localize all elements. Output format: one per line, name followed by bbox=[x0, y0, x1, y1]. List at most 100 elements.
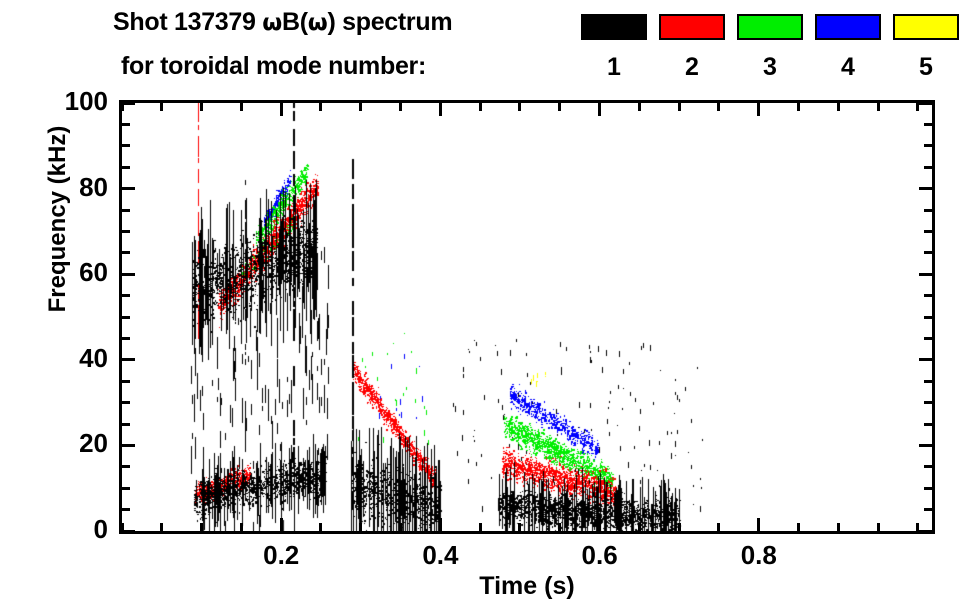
x-tick-top-minor-0.35 bbox=[399, 103, 403, 111]
x-tick-minor-0.15 bbox=[239, 523, 243, 531]
figure-title-line-1: Shot 137379 ωB(ω) spectrum bbox=[113, 8, 453, 37]
x-tick-label-0.6: 0.6 bbox=[581, 540, 618, 570]
y-tick-minor-5 bbox=[122, 508, 130, 512]
x-tick-top-minor-0.3 bbox=[359, 103, 363, 111]
x-tick-top-minor-0.05 bbox=[160, 103, 164, 111]
spectrogram-canvas bbox=[122, 103, 932, 531]
x-tick-minor-0.25 bbox=[319, 523, 323, 531]
omega-symbol-1: ω bbox=[262, 10, 282, 36]
y-tick-right-major-0 bbox=[919, 529, 932, 533]
x-tick-top-major-0.6 bbox=[598, 103, 602, 116]
y-tick-minor-35 bbox=[122, 379, 130, 383]
x-tick-minor-0.1 bbox=[200, 523, 204, 531]
x-tick-top-minor-0.55 bbox=[558, 103, 562, 111]
y-tick-major-20 bbox=[122, 443, 135, 447]
title-shot-text: Shot 137379 bbox=[113, 8, 263, 36]
legend-label-n2: 2 bbox=[685, 53, 699, 81]
x-axis-title: Time (s) bbox=[479, 572, 575, 600]
x-tick-top-minor-0.5 bbox=[518, 103, 522, 111]
y-tick-right-minor-85 bbox=[924, 165, 932, 169]
y-tick-major-100 bbox=[122, 101, 135, 105]
y-tick-major-60 bbox=[122, 272, 135, 276]
y-tick-right-minor-65 bbox=[924, 251, 932, 255]
x-tick-top-minor-0.75 bbox=[717, 103, 721, 111]
y-tick-right-minor-50 bbox=[924, 315, 932, 319]
plot-area bbox=[119, 100, 935, 534]
x-tick-top-minor-0.65 bbox=[637, 103, 641, 111]
y-tick-minor-10 bbox=[122, 486, 130, 490]
y-tick-minor-65 bbox=[122, 251, 130, 255]
y-tick-right-minor-15 bbox=[924, 465, 932, 469]
legend-label-n5: 5 bbox=[919, 53, 933, 81]
y-tick-major-0 bbox=[122, 529, 135, 533]
x-tick-minor-0.5 bbox=[518, 523, 522, 531]
y-tick-right-minor-5 bbox=[924, 508, 932, 512]
y-axis-title: Frequency (kHz) bbox=[44, 125, 71, 313]
y-tick-minor-85 bbox=[122, 165, 130, 169]
x-tick-minor-0.85 bbox=[797, 523, 801, 531]
x-tick-minor-0.65 bbox=[637, 523, 641, 531]
y-tick-label-20: 20 bbox=[79, 428, 108, 459]
y-tick-right-minor-75 bbox=[924, 208, 932, 212]
x-tick-top-major-0.8 bbox=[757, 103, 761, 116]
x-tick-minor-0.9 bbox=[836, 523, 840, 531]
legend-swatch-n4 bbox=[815, 14, 881, 40]
y-tick-label-40: 40 bbox=[79, 342, 108, 373]
legend-label-n3: 3 bbox=[763, 53, 777, 81]
x-tick-top-minor-0.85 bbox=[797, 103, 801, 111]
x-tick-minor-0.3 bbox=[359, 523, 363, 531]
x-tick-top-major-0.4 bbox=[438, 103, 442, 116]
x-tick-top-minor-1 bbox=[916, 103, 920, 111]
x-tick-label-0.2: 0.2 bbox=[263, 540, 300, 570]
y-tick-right-minor-30 bbox=[924, 401, 932, 405]
legend-label-n1: 1 bbox=[607, 53, 621, 81]
y-tick-right-minor-70 bbox=[924, 229, 932, 233]
y-tick-major-80 bbox=[122, 187, 135, 191]
x-tick-minor-0.05 bbox=[160, 523, 164, 531]
x-tick-minor-0.75 bbox=[717, 523, 721, 531]
y-tick-minor-90 bbox=[122, 144, 130, 148]
y-tick-minor-15 bbox=[122, 465, 130, 469]
y-tick-right-minor-10 bbox=[924, 486, 932, 490]
x-tick-minor-0 bbox=[120, 523, 124, 531]
x-tick-minor-1 bbox=[916, 523, 920, 531]
legend: 1 2 3 4 5 bbox=[0, 0, 963, 95]
x-tick-top-minor-0.1 bbox=[200, 103, 204, 111]
x-tick-minor-0.45 bbox=[478, 523, 482, 531]
y-tick-right-minor-55 bbox=[924, 294, 932, 298]
x-tick-major-0.8 bbox=[757, 518, 761, 531]
y-tick-label-60: 60 bbox=[79, 257, 108, 288]
y-tick-right-major-40 bbox=[919, 358, 932, 362]
title-spectrum-text: ) spectrum bbox=[327, 8, 453, 36]
x-tick-top-minor-0.25 bbox=[319, 103, 323, 111]
y-tick-right-minor-25 bbox=[924, 422, 932, 426]
x-tick-major-0.6 bbox=[598, 518, 602, 531]
y-tick-minor-25 bbox=[122, 422, 130, 426]
x-tick-major-0.2 bbox=[279, 518, 283, 531]
x-tick-minor-0.35 bbox=[399, 523, 403, 531]
y-tick-minor-55 bbox=[122, 294, 130, 298]
omega-symbol-2: ω bbox=[307, 10, 328, 36]
y-tick-right-minor-35 bbox=[924, 379, 932, 383]
x-tick-top-minor-0 bbox=[120, 103, 124, 111]
y-tick-right-minor-45 bbox=[924, 336, 932, 340]
y-tick-label-80: 80 bbox=[79, 171, 108, 202]
y-tick-minor-75 bbox=[122, 208, 130, 212]
x-tick-label-0.8: 0.8 bbox=[740, 540, 777, 570]
legend-swatch-n1 bbox=[581, 14, 647, 40]
y-tick-label-0: 0 bbox=[93, 514, 108, 544]
y-tick-right-major-60 bbox=[919, 272, 932, 276]
y-tick-minor-50 bbox=[122, 315, 130, 319]
x-tick-minor-0.7 bbox=[677, 523, 681, 531]
y-tick-right-minor-95 bbox=[924, 122, 932, 126]
legend-swatch-n5 bbox=[893, 14, 959, 40]
x-tick-top-major-0.2 bbox=[279, 103, 283, 116]
x-tick-major-0.4 bbox=[438, 518, 442, 531]
figure-title-line-2: for toroidal mode number: bbox=[121, 52, 427, 80]
x-tick-minor-0.95 bbox=[876, 523, 880, 531]
y-tick-right-major-80 bbox=[919, 187, 932, 191]
y-tick-label-100: 100 bbox=[64, 86, 108, 116]
legend-label-n4: 4 bbox=[841, 53, 855, 81]
title-b-text: B( bbox=[281, 8, 308, 36]
y-tick-right-minor-90 bbox=[924, 144, 932, 148]
